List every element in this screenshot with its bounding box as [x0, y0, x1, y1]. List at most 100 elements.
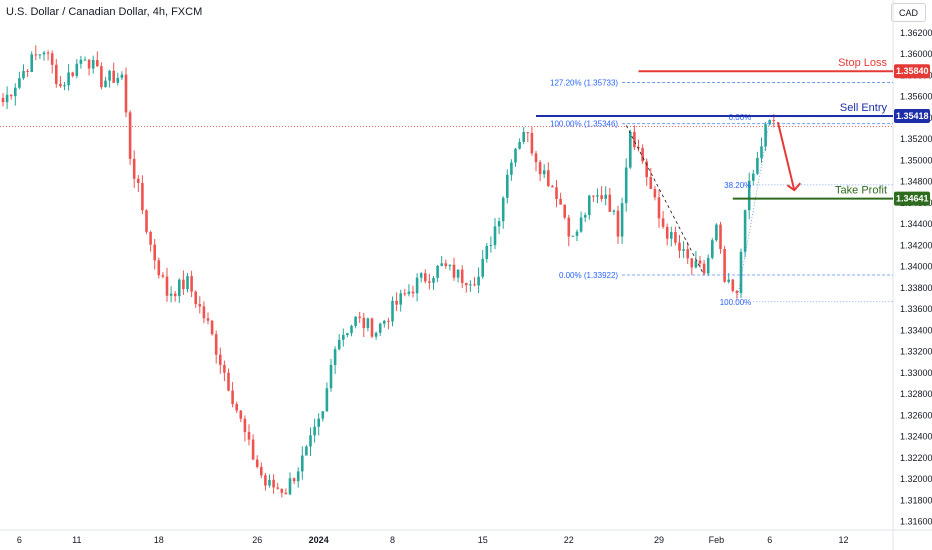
candle-body	[600, 195, 603, 199]
candle-body	[321, 411, 325, 419]
candle-body	[378, 323, 382, 333]
fib-label: 127.20% (1.35733)	[550, 79, 618, 88]
candle-body	[403, 293, 407, 295]
y-tick-label: 1.32800	[900, 389, 932, 399]
x-tick-label: Feb	[709, 535, 725, 545]
candle-body	[63, 85, 66, 87]
candle-body	[465, 282, 468, 286]
fib-label: 100.00% (1.35346)	[550, 120, 618, 129]
candle-body	[542, 170, 546, 175]
candle-body	[206, 318, 210, 321]
projection-arrow	[776, 121, 796, 191]
candle-body	[514, 148, 517, 163]
candle-body	[251, 439, 255, 460]
candle-body	[374, 332, 378, 337]
y-tick-label: 1.33000	[900, 368, 932, 378]
candle-body	[645, 161, 648, 178]
fib-retracement-label: 100.00%	[720, 298, 752, 307]
currency-selector[interactable]: CAD	[891, 3, 926, 22]
candle-body	[55, 64, 58, 84]
price-tag-label: 1.35418	[896, 111, 929, 121]
candle-body	[415, 277, 419, 294]
candle-body	[59, 83, 62, 87]
x-tick-label: 2024	[309, 535, 329, 545]
price-tag	[894, 191, 930, 206]
candle-body	[428, 281, 431, 283]
candle-body	[616, 210, 620, 237]
candle-body	[231, 390, 234, 405]
candle-body	[735, 290, 739, 293]
candle-body	[112, 70, 115, 83]
candle-body	[764, 124, 767, 147]
candle-body	[698, 260, 702, 264]
candle-body	[657, 197, 661, 219]
candle-body	[346, 333, 349, 335]
x-tick-label: 18	[154, 535, 164, 545]
candle-body	[575, 231, 579, 236]
y-tick-label: 1.33600	[900, 304, 932, 314]
candle-body	[501, 197, 505, 222]
candle-body	[706, 257, 710, 274]
candle-body	[522, 132, 525, 143]
candle-body	[223, 364, 226, 373]
candle-body	[440, 263, 443, 266]
candle-body	[588, 195, 591, 215]
candle-body	[592, 195, 595, 197]
candle-body	[284, 492, 288, 495]
candle-body	[444, 263, 448, 267]
candle-body	[34, 54, 38, 56]
candle-body	[9, 94, 13, 97]
candle-body	[620, 203, 624, 237]
candle-body	[366, 318, 370, 329]
fib-retracement-label: 38.20%	[724, 181, 751, 190]
candle-body	[530, 132, 534, 154]
candle-body	[42, 52, 46, 55]
candle-body	[116, 77, 120, 83]
y-tick-label: 1.36200	[900, 28, 932, 38]
y-tick-label: 1.36000	[900, 49, 932, 59]
candle-body	[38, 54, 42, 56]
candle-body	[194, 291, 197, 305]
y-tick-label: 1.34400	[900, 219, 932, 229]
x-tick-label: 11	[72, 535, 81, 545]
candle-body	[432, 277, 435, 283]
candle-body	[30, 54, 33, 72]
candle-body	[137, 178, 140, 183]
x-tick-label: 26	[252, 535, 262, 545]
symbol-title: U.S. Dollar / Canadian Dollar, 4h, FXCM	[6, 6, 203, 18]
candle-body	[624, 167, 628, 204]
candle-body	[518, 142, 521, 149]
candle-body	[141, 182, 144, 211]
candle-body	[756, 157, 759, 174]
candle-body	[743, 210, 747, 252]
candle-body	[419, 273, 423, 278]
candle-body	[460, 269, 464, 283]
candle-body	[260, 466, 263, 476]
candle-body	[571, 235, 575, 237]
candle-body	[108, 70, 111, 81]
candle-body	[493, 226, 497, 246]
candle-body	[71, 72, 74, 76]
candle-body	[276, 487, 279, 489]
price-tag	[894, 109, 930, 124]
candle-body	[243, 418, 247, 433]
candle-body	[288, 478, 292, 495]
candle-body	[469, 284, 472, 286]
y-tick-label: 1.32400	[900, 432, 932, 442]
arrow-head-icon	[786, 182, 802, 192]
candle-body	[489, 245, 493, 247]
candle-body	[448, 264, 452, 267]
candles	[1, 45, 776, 498]
candle-body	[329, 364, 333, 389]
y-tick-label: 1.35600	[900, 92, 932, 102]
candle-body	[694, 260, 698, 268]
candle-body	[534, 153, 538, 163]
candle-body	[96, 60, 99, 67]
candle-body	[665, 226, 669, 239]
candle-body	[555, 187, 558, 199]
candle-body	[46, 52, 50, 54]
candle-body	[26, 70, 29, 72]
candle-body	[456, 269, 460, 278]
candle-body	[333, 349, 337, 365]
